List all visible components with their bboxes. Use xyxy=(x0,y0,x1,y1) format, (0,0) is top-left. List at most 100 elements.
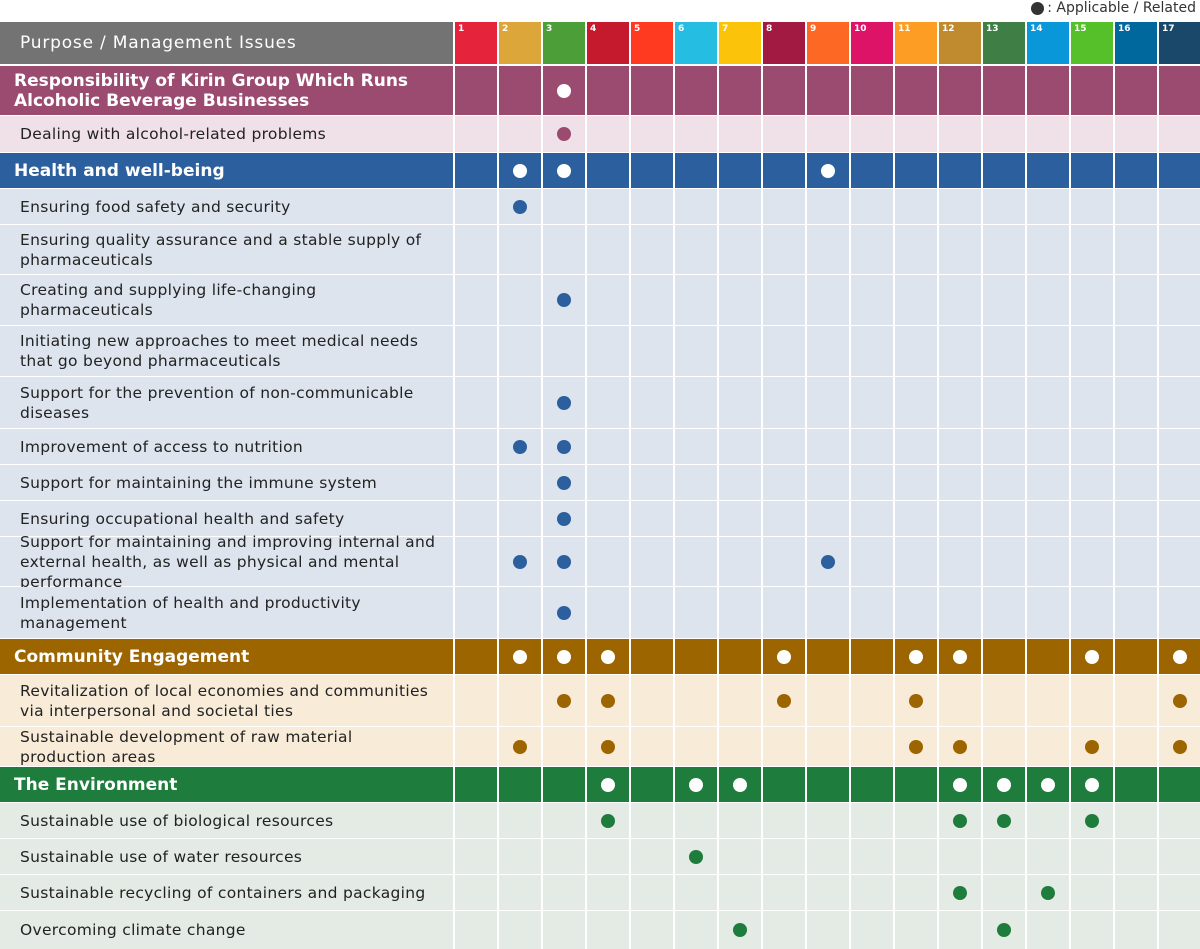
applicable-dot xyxy=(601,693,615,708)
cell xyxy=(719,587,761,638)
cell xyxy=(1027,326,1069,376)
applicable-dot xyxy=(997,813,1011,828)
cell xyxy=(851,429,893,464)
cell xyxy=(851,153,893,188)
cell xyxy=(1115,911,1157,949)
cell xyxy=(983,153,1025,188)
cell xyxy=(719,465,761,500)
cell xyxy=(499,875,541,910)
sdg-number: 2 xyxy=(502,24,509,34)
sdg-number: 9 xyxy=(810,24,817,34)
applicable-dot xyxy=(1173,693,1187,708)
cell xyxy=(455,767,497,802)
cell xyxy=(499,803,541,838)
cell xyxy=(939,275,981,325)
cell xyxy=(1115,639,1157,674)
cell xyxy=(1071,675,1113,726)
cell xyxy=(895,326,937,376)
applicable-dot xyxy=(601,777,615,792)
cell xyxy=(895,767,937,802)
cell xyxy=(851,875,893,910)
cell xyxy=(719,501,761,536)
applicable-dot xyxy=(909,693,923,708)
sdg-number: 8 xyxy=(766,24,773,34)
cell xyxy=(455,377,497,428)
cell xyxy=(983,189,1025,224)
sdg-icon: 16 xyxy=(1115,22,1157,64)
cell xyxy=(587,429,629,464)
cell xyxy=(1071,153,1113,188)
applicable-dot xyxy=(997,923,1011,937)
applicable-dot xyxy=(953,777,967,792)
cell xyxy=(1159,429,1200,464)
cell xyxy=(1071,326,1113,376)
applicable-dot xyxy=(1085,777,1099,792)
cell xyxy=(543,189,585,224)
cell xyxy=(455,116,497,152)
cell xyxy=(1071,377,1113,428)
applicable-dot xyxy=(557,439,571,454)
cell xyxy=(1027,66,1069,115)
sdg-number: 14 xyxy=(1030,24,1043,34)
cell xyxy=(763,326,805,376)
cell xyxy=(631,377,673,428)
cell xyxy=(1027,116,1069,152)
cell xyxy=(587,465,629,500)
cell xyxy=(675,116,717,152)
cell xyxy=(939,537,981,586)
cell xyxy=(1115,116,1157,152)
cell xyxy=(1115,326,1157,376)
cell xyxy=(1159,911,1200,949)
cell xyxy=(851,675,893,726)
cell xyxy=(1115,275,1157,325)
cell xyxy=(499,911,541,949)
cell xyxy=(983,465,1025,500)
cell xyxy=(939,326,981,376)
cell xyxy=(499,116,541,152)
cell xyxy=(1027,225,1069,274)
cell xyxy=(587,116,629,152)
cell xyxy=(631,501,673,536)
cell xyxy=(719,639,761,674)
applicable-dot xyxy=(1041,885,1055,900)
sdg-number: 13 xyxy=(986,24,999,34)
applicable-dot xyxy=(513,439,527,454)
cell xyxy=(587,326,629,376)
sdg-icon: 10 xyxy=(851,22,893,64)
cell xyxy=(1159,326,1200,376)
cell xyxy=(631,465,673,500)
cell xyxy=(983,727,1025,766)
sdg-number: 3 xyxy=(546,24,553,34)
cell xyxy=(455,727,497,766)
cell xyxy=(983,66,1025,115)
cell xyxy=(807,275,849,325)
cell xyxy=(631,587,673,638)
cell xyxy=(1115,153,1157,188)
cell xyxy=(499,767,541,802)
applicable-dot xyxy=(601,813,615,828)
applicable-dot xyxy=(953,885,967,900)
cell xyxy=(719,153,761,188)
cell xyxy=(631,839,673,874)
cell xyxy=(983,275,1025,325)
applicable-dot xyxy=(997,777,1011,792)
applicable-dot xyxy=(777,693,791,708)
cell xyxy=(851,225,893,274)
cell xyxy=(587,153,629,188)
cell xyxy=(543,911,585,949)
cell xyxy=(851,501,893,536)
cell xyxy=(1115,767,1157,802)
cell xyxy=(1071,465,1113,500)
cell xyxy=(499,839,541,874)
cell xyxy=(763,911,805,949)
cell xyxy=(455,587,497,638)
cell xyxy=(499,501,541,536)
cell xyxy=(719,326,761,376)
cell xyxy=(1071,501,1113,536)
header-title: Purpose / Management Issues xyxy=(0,22,453,64)
cell xyxy=(675,225,717,274)
cell xyxy=(939,911,981,949)
issue-label: Support for maintaining and improving in… xyxy=(0,533,453,591)
cell xyxy=(719,116,761,152)
cell xyxy=(983,875,1025,910)
